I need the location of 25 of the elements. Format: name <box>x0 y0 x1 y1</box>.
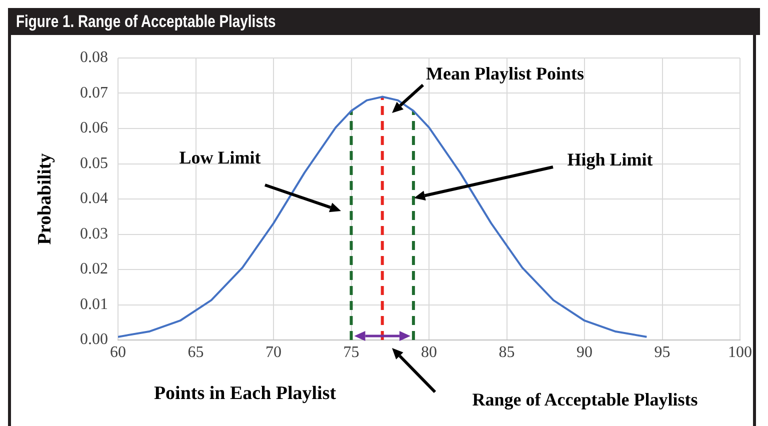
x-tick-label: 95 <box>654 344 670 361</box>
x-tick-label: 75 <box>343 344 360 361</box>
x-axis-title: Points in Each Playlist <box>154 383 336 405</box>
annotation: Mean Playlist Points <box>426 64 584 84</box>
chart-title: Figure 1. Range of Acceptable Playlists <box>16 12 276 32</box>
y-tick-label: 0.04 <box>80 190 108 208</box>
x-tick-label: 90 <box>576 344 592 361</box>
x-tick-label: 65 <box>188 344 204 361</box>
y-tick-label: 0.07 <box>80 84 108 102</box>
y-tick-label: 0.05 <box>80 154 108 172</box>
x-tick-label: 80 <box>421 344 437 361</box>
y-tick-label: 0.01 <box>80 296 108 313</box>
x-tick-label: 60 <box>110 344 126 361</box>
y-axis-title: Probability <box>34 152 56 245</box>
x-tick-label: 70 <box>266 344 282 361</box>
annotation: Low Limit <box>179 148 261 168</box>
y-tick-label: 0.00 <box>80 331 108 348</box>
x-tick-label: 85 <box>498 344 515 361</box>
text: Range of Acceptable Playlists <box>472 390 698 410</box>
y-tick-label: 0.03 <box>80 225 108 242</box>
y-tick-label: 0.08 <box>80 49 108 66</box>
annotation: High Limit <box>567 150 653 170</box>
y-tick-label: 0.02 <box>80 260 108 278</box>
x-tick-label: 100 <box>728 344 752 361</box>
y-tick-label: 0.06 <box>80 120 108 137</box>
